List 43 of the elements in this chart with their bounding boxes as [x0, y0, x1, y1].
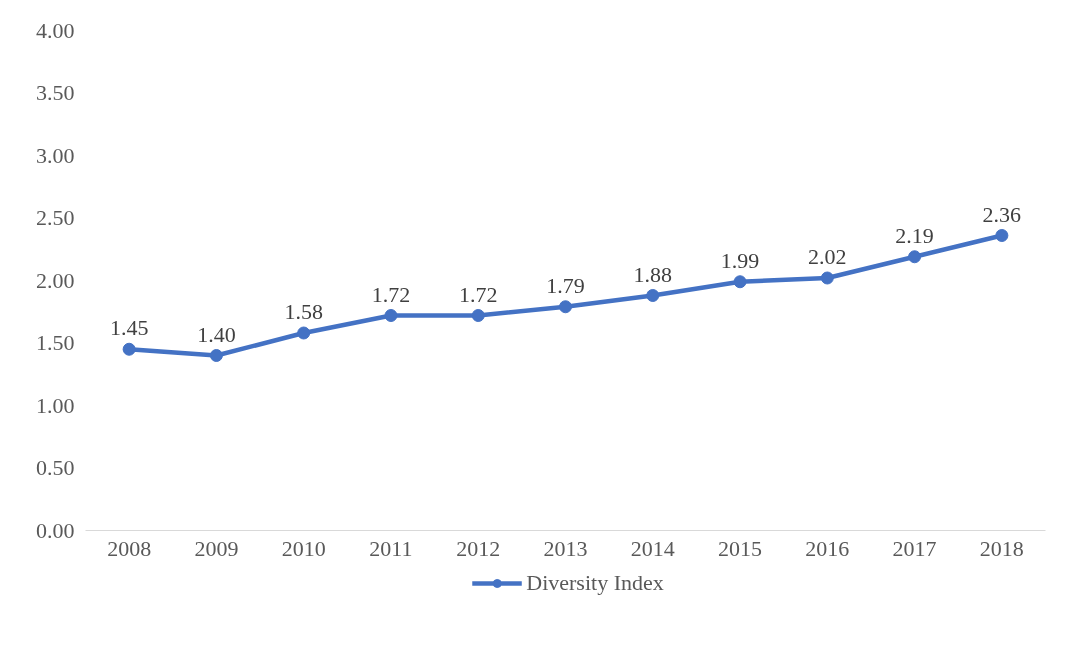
y-tick-label: 3.50: [36, 80, 75, 105]
point: [297, 326, 311, 340]
data-label: 1.45: [109, 315, 149, 341]
x-tick-label: 2012: [456, 535, 501, 561]
data-label: 2.02: [808, 244, 847, 269]
point: [122, 342, 136, 356]
y-tick-label: 0.00: [36, 517, 75, 543]
point: [209, 349, 223, 362]
data-label: 2.36: [982, 201, 1022, 227]
y-tick-label: 1.00: [36, 392, 75, 418]
data-label: 1.72: [371, 281, 411, 307]
x-tick-label: 2011: [369, 535, 413, 561]
data-label: 1.79: [546, 272, 585, 298]
point: [471, 309, 485, 322]
x-tick-label: 2017: [892, 535, 937, 561]
point: [384, 309, 398, 322]
x-tick-label: 2015: [718, 535, 763, 561]
point: [733, 275, 747, 289]
x-tick-label: 2009: [194, 535, 239, 561]
x-tick-label: 2018: [979, 535, 1024, 561]
x-tick-label: 2014: [630, 535, 675, 561]
point: [908, 250, 922, 264]
point: [820, 271, 834, 285]
data-label: 1.40: [197, 321, 236, 347]
x-tick-label: 2016: [805, 535, 850, 561]
y-tick-label: 3.00: [36, 142, 75, 168]
y-tick-label: 0.50: [36, 455, 75, 480]
data-label: 2.19: [895, 222, 934, 248]
point: [995, 229, 1009, 242]
y-tick-label: 2.50: [36, 205, 75, 230]
data-label: 1.88: [633, 261, 673, 287]
data-label: 1.99: [720, 247, 760, 273]
point: [646, 289, 660, 302]
legend-label: Diversity Index: [526, 570, 664, 596]
data-label: 1.72: [458, 281, 498, 307]
y-tick-label: 4.00: [36, 17, 75, 43]
x-tick-label: 2010: [281, 535, 326, 561]
x-tick-label: 2008: [107, 535, 152, 561]
x-tick-label: 2013: [543, 535, 588, 561]
y-tick-label: 2.00: [36, 267, 75, 293]
point: [559, 300, 572, 314]
data-label: 1.58: [284, 299, 323, 324]
y-tick-label: 1.50: [36, 330, 75, 355]
